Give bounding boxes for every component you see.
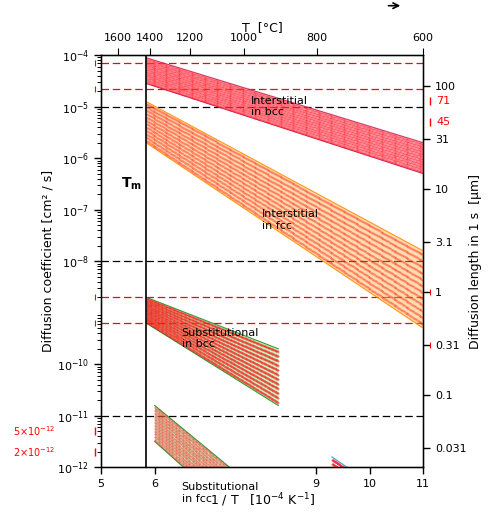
Text: Substitutional
in fcc: Substitutional in fcc [182, 482, 259, 504]
Text: Interstitial
in fcc: Interstitial in fcc [262, 209, 319, 231]
Text: $\mathbf{T_m}$: $\mathbf{T_m}$ [121, 176, 142, 192]
Text: Interstitial
in bcc: Interstitial in bcc [251, 96, 308, 117]
Text: 2×10$^{-12}$: 2×10$^{-12}$ [13, 445, 56, 459]
Text: Substitutional
in bcc: Substitutional in bcc [182, 328, 259, 349]
X-axis label: 1 / T   [$10^{-4}$ K$^{-1}$]: 1 / T [$10^{-4}$ K$^{-1}$] [209, 492, 315, 509]
Text: 71: 71 [436, 96, 450, 107]
Text: 5×10$^{-12}$: 5×10$^{-12}$ [13, 424, 56, 438]
X-axis label: T  [°C]: T [°C] [242, 21, 283, 33]
Y-axis label: Diffusion length in 1 s  [μm]: Diffusion length in 1 s [μm] [469, 174, 483, 349]
Text: 45: 45 [436, 117, 450, 127]
Y-axis label: Diffusion coefficient [cm² / s]: Diffusion coefficient [cm² / s] [41, 170, 54, 352]
